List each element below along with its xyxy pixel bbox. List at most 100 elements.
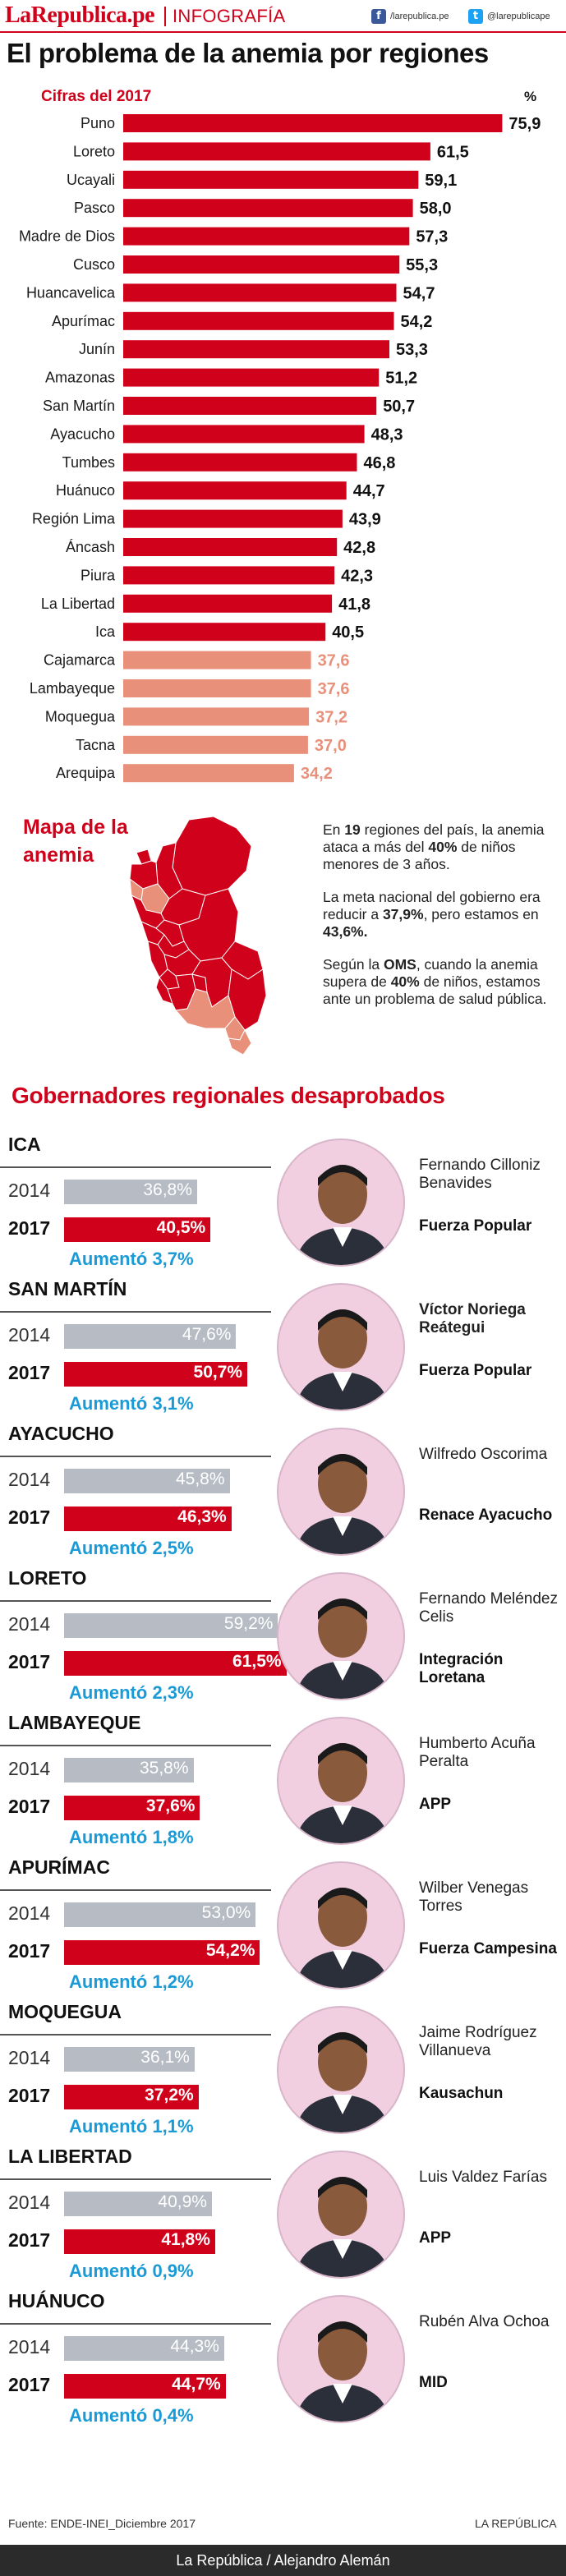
bar-category-label: La Libertad <box>41 596 115 612</box>
bar <box>123 623 326 642</box>
bar-2017 <box>64 1362 248 1387</box>
bar <box>123 651 311 669</box>
increase-label: Aumentó 1,2% <box>69 1971 194 1992</box>
bar-value-label: 75,9 <box>508 115 541 133</box>
governor-party: Fuerza Popular <box>419 1362 532 1379</box>
logo[interactable]: LaRepublica.pe <box>5 2 155 28</box>
bar-value-label: 54,2 <box>400 313 432 331</box>
header-separator <box>164 7 166 26</box>
bar-category-label: Lambayeque <box>30 680 115 697</box>
facebook-link[interactable]: f /larepublica.pe <box>371 8 449 25</box>
section-label: INFOGRAFÍA <box>173 6 286 26</box>
bar-2017 <box>64 2085 199 2109</box>
footer-credit: La República / Alejandro Alemán <box>0 2545 566 2576</box>
bar-2017 <box>64 2229 215 2254</box>
bar-value-label: 37,0 <box>315 737 347 755</box>
year-2017-label: 2017 <box>8 2229 51 2251</box>
value-2017: 37,6% <box>145 1796 196 1815</box>
bar-value-label: 57,3 <box>416 228 448 246</box>
year-2017-label: 2017 <box>8 2085 51 2106</box>
anemia-bar-chart: Puno 75,9 Loreto 61,5 Ucayali 59,1 Pasco 58,0 Ma… <box>19 114 541 783</box>
governor-avatar <box>277 1283 405 1411</box>
value-2017: 50,7% <box>193 1363 243 1382</box>
bar-2017 <box>64 2374 226 2399</box>
region-rule <box>0 1600 271 1602</box>
year-2014-label: 2014 <box>8 2336 51 2358</box>
region-name: LA LIBERTAD <box>8 2146 132 2167</box>
bar-2014 <box>64 2336 224 2361</box>
header: LaRepublica.pe INFOGRAFÍA f /larepublica… <box>0 0 566 33</box>
chart-unit-label: % <box>524 89 537 104</box>
bar-2014 <box>64 1613 278 1638</box>
year-2017-label: 2017 <box>8 1506 51 1528</box>
bar <box>123 199 413 218</box>
person-icon <box>295 1743 390 1843</box>
bar <box>123 481 347 500</box>
twitter-handle: @larepublicape <box>487 12 550 21</box>
bar <box>123 340 389 359</box>
bar <box>123 453 357 472</box>
bar-2017 <box>64 1796 200 1820</box>
map-note-1-part-c: regiones del país, la anemia ataca a más… <box>323 821 545 855</box>
value-2017: 54,2% <box>205 1941 255 1960</box>
governor-avatar <box>277 1138 405 1267</box>
bar <box>123 735 308 754</box>
bar-value-label: 37,2 <box>315 708 347 726</box>
governor-name: Wilfredo Oscorima <box>419 1446 548 1463</box>
value-2017: 46,3% <box>177 1507 227 1526</box>
year-2014-label: 2014 <box>8 1180 51 1201</box>
bar-category-label: Ica <box>95 623 116 640</box>
bar-value-label: 41,8 <box>338 596 370 614</box>
map-region-loreto <box>172 816 252 896</box>
governor-name: Fernando Meléndez Celis <box>419 1590 558 1626</box>
region-block: AYACUCHO 2014 45,8% 2017 46,3% Aumentó 2,5% Wi… <box>0 1423 566 1567</box>
year-2017-label: 2017 <box>8 1651 51 1672</box>
region-block: SAN MARTÍN 2014 47,6% 2017 50,7% Aumentó 3,1%… <box>0 1278 566 1423</box>
bar-value-label: 43,9 <box>349 511 381 529</box>
map-note-1: En 19 regiones del país, la anemia ataca… <box>323 821 561 873</box>
person-icon <box>295 1598 390 1699</box>
year-2014-label: 2014 <box>8 1902 51 1924</box>
governor-avatar <box>277 1572 405 1700</box>
bar <box>123 594 333 613</box>
year-2017-label: 2017 <box>8 2374 51 2395</box>
region-rule <box>0 1745 271 1746</box>
value-2014: 44,3% <box>170 2337 219 2356</box>
value-2014: 40,9% <box>158 2192 207 2211</box>
map-note-3-part-c: , cuando la anemia supera de <box>323 956 538 990</box>
governor-party: Fuerza Campesina <box>419 1940 557 1957</box>
map-note-2-part-c: , pero estamos en <box>423 906 539 922</box>
bar-category-label: Tumbes <box>62 454 115 471</box>
bar-value-label: 44,7 <box>353 482 385 500</box>
region-rule <box>0 1311 271 1313</box>
person-icon <box>295 1888 390 1988</box>
bar-value-label: 40,5 <box>332 623 364 642</box>
bar-value-label: 51,2 <box>385 370 417 388</box>
governor-party: MID <box>419 2374 448 2391</box>
region-name: MOQUEGUA <box>8 2001 122 2022</box>
governor-party: Renace Ayacucho <box>419 1506 553 1524</box>
bar-category-label: Cusco <box>73 256 115 273</box>
map-note-3-percent: 40% <box>390 973 420 990</box>
twitter-link[interactable]: t @larepublicape <box>468 8 550 25</box>
bar-category-label: Ayacucho <box>50 426 115 442</box>
governor-avatar <box>277 1861 405 1990</box>
bar-category-label: Apurímac <box>52 313 115 329</box>
bar-value-label: 61,5 <box>437 143 469 161</box>
increase-label: Aumentó 2,5% <box>69 1538 194 1558</box>
bar <box>123 170 419 189</box>
map-note-3-part-e: de niños, estamos ante un problema de sa… <box>323 973 547 1007</box>
governor-name: Jaime Rodríguez Villanueva <box>419 2024 537 2059</box>
page-title: El problema de la anemia por regiones <box>7 38 489 68</box>
bar-value-label: 42,8 <box>343 539 375 557</box>
bar-value-label: 42,3 <box>341 567 373 585</box>
region-block: APURÍMAC 2014 53,0% 2017 54,2% Aumentó 1,2% Wi… <box>0 1856 566 2001</box>
bar-value-label: 54,7 <box>403 284 435 302</box>
region-name: LORETO <box>8 1567 87 1589</box>
bar-2017 <box>64 1217 211 1242</box>
bar <box>123 114 503 132</box>
bar-category-label: Amazonas <box>45 370 115 386</box>
value-2017: 41,8% <box>161 2230 210 2249</box>
bar-value-label: 53,3 <box>396 341 428 359</box>
value-2017: 44,7% <box>172 2375 221 2394</box>
